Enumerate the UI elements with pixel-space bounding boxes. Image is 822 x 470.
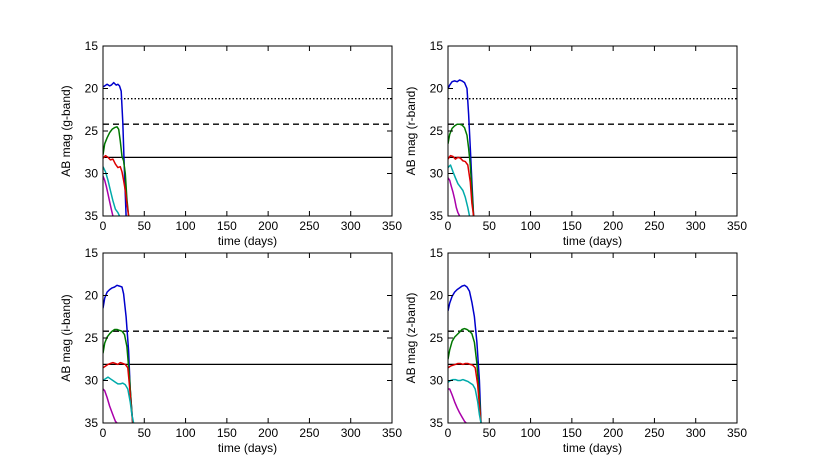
x-tick-label: 50 (138, 219, 152, 233)
x-tick-label: 100 (521, 426, 541, 440)
x-tick-label: 200 (603, 219, 623, 233)
x-tick-label: 150 (562, 219, 582, 233)
y-tick-label: 20 (430, 289, 444, 303)
series-line-1 (448, 327, 482, 423)
series-line-0 (103, 81, 127, 216)
y-tick-label: 15 (85, 39, 99, 53)
x-tick-label: 350 (382, 219, 402, 233)
series-group (103, 284, 135, 423)
series-line-0 (448, 284, 482, 423)
x-axis-label: time (days) (218, 441, 277, 455)
x-tick-label: 250 (644, 219, 664, 233)
plot-frame (447, 45, 738, 217)
x-tick-label: 350 (382, 426, 402, 440)
y-axis-label: AB mag (z-band) (404, 293, 418, 384)
series-line-1 (103, 328, 134, 423)
panel-i-band: 0 50 100 150 200 250 300 350 15 20 25 30 35 time (day… (59, 246, 402, 455)
series-line-2 (103, 361, 134, 423)
y-tick-label: 15 (430, 39, 444, 53)
series-group (103, 81, 130, 216)
x-tick-label: 100 (176, 426, 196, 440)
y-tick-label: 25 (85, 331, 99, 345)
plot-frame (447, 252, 738, 424)
x-tick-label: 0 (100, 426, 107, 440)
y-tick-label: 30 (85, 167, 99, 181)
x-tick-label: 0 (100, 219, 107, 233)
x-axis-label: time (days) (218, 234, 277, 248)
series-line-1 (103, 126, 130, 216)
y-axis-label: AB mag (r-band) (404, 87, 418, 176)
series-line-3 (103, 376, 135, 423)
series-group (448, 284, 482, 423)
series-group (448, 79, 475, 216)
x-tick-label: 100 (176, 219, 196, 233)
y-tick-label: 20 (85, 289, 99, 303)
x-tick-label: 50 (138, 426, 152, 440)
x-tick-label: 350 (727, 426, 747, 440)
series-line-0 (448, 79, 475, 216)
series-line-2 (103, 154, 130, 216)
y-tick-label: 25 (430, 124, 444, 138)
x-tick-label: 200 (603, 426, 623, 440)
x-tick-label: 200 (258, 426, 278, 440)
x-tick-label: 250 (299, 219, 319, 233)
y-tick-label: 35 (85, 209, 99, 223)
x-tick-label: 150 (217, 426, 237, 440)
y-tick-label: 35 (85, 416, 99, 430)
x-tick-label: 0 (445, 219, 452, 233)
series-line-3 (448, 164, 471, 216)
y-axis-label: AB mag (g-band) (59, 85, 73, 176)
y-tick-label: 15 (430, 246, 444, 260)
series-line-2 (448, 154, 475, 216)
series-line-0 (103, 284, 134, 423)
y-tick-label: 30 (430, 167, 444, 181)
panel-z-band: 0 50 100 150 200 250 300 350 15 20 25 30 35 time (day… (404, 246, 747, 455)
x-tick-label: 200 (258, 219, 278, 233)
series-line-4 (103, 175, 114, 216)
series-line-3 (448, 378, 482, 423)
panel-g-band: 0 50 100 150 200 250 300 350 15 20 25 30 35 time (day… (59, 39, 402, 248)
y-tick-label: 25 (85, 124, 99, 138)
x-tick-label: 150 (217, 219, 237, 233)
y-tick-label: 20 (430, 82, 444, 96)
series-line-2 (448, 362, 482, 423)
y-tick-label: 15 (85, 246, 99, 260)
series-line-4 (448, 177, 461, 216)
x-tick-label: 300 (341, 426, 361, 440)
panel-r-band: 0 50 100 150 200 250 300 350 15 20 25 30 35 time (day… (404, 39, 747, 248)
x-tick-label: 50 (483, 219, 497, 233)
x-tick-label: 150 (562, 426, 582, 440)
x-axis-label: time (days) (563, 441, 622, 455)
x-tick-label: 0 (445, 426, 452, 440)
x-tick-label: 100 (521, 219, 541, 233)
x-tick-label: 250 (299, 426, 319, 440)
y-tick-label: 25 (430, 331, 444, 345)
y-tick-label: 30 (85, 374, 99, 388)
plot-frame (102, 45, 393, 217)
y-axis-label: AB mag (i-band) (59, 294, 73, 381)
x-tick-label: 300 (686, 219, 706, 233)
y-tick-label: 30 (430, 374, 444, 388)
plot-frame (102, 252, 393, 424)
x-axis-label: time (days) (563, 234, 622, 248)
y-tick-label: 35 (430, 209, 444, 223)
x-tick-label: 350 (727, 219, 747, 233)
x-tick-label: 250 (644, 426, 664, 440)
x-tick-label: 300 (686, 426, 706, 440)
series-line-4 (448, 388, 467, 423)
x-tick-label: 300 (341, 219, 361, 233)
y-tick-label: 35 (430, 416, 444, 430)
series-line-4 (103, 388, 118, 423)
series-line-1 (448, 123, 475, 216)
x-tick-label: 50 (483, 426, 497, 440)
y-tick-label: 20 (85, 82, 99, 96)
